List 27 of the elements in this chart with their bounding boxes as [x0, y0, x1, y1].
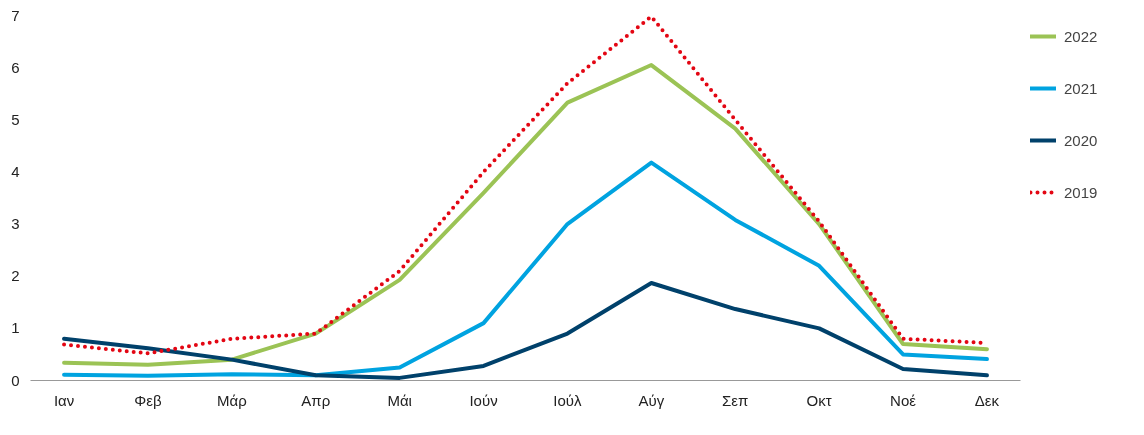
x-tick-label: Αύγ: [638, 391, 665, 409]
legend-label: 2021: [1064, 79, 1098, 97]
y-tick-label: 3: [11, 215, 20, 233]
y-tick-label: 1: [11, 319, 20, 337]
y-tick-label: 5: [11, 110, 20, 128]
line-series: [62, 280, 989, 380]
x-tick-label: Νοέ: [890, 391, 917, 409]
y-tick-label: 7: [11, 6, 20, 24]
y-tick-label: 2: [11, 267, 20, 285]
y-tick-label: 0: [11, 371, 20, 389]
y-tick-label: 6: [11, 58, 20, 76]
y-tick-label: 4: [11, 162, 20, 180]
x-tick-label: Απρ: [301, 391, 331, 409]
x-tick-label: Μάι: [387, 391, 412, 409]
legend-label: 2020: [1064, 131, 1098, 149]
x-tick-label: Ιούλ: [553, 391, 583, 409]
x-tick-label: Μάρ: [217, 391, 247, 409]
legend-label: 2022: [1064, 27, 1098, 45]
line-series: [62, 160, 989, 378]
line-series: [62, 63, 989, 367]
x-tick-label: Οκτ: [806, 391, 832, 409]
legend-label: 2019: [1064, 183, 1098, 201]
x-tick-label: Δεκ: [974, 391, 1000, 409]
x-tick-label: Ιούν: [469, 391, 498, 409]
x-tick-label: Ιαν: [53, 391, 75, 409]
x-tick-label: Σεπ: [722, 391, 749, 409]
x-tick-label: Φεβ: [134, 391, 162, 409]
